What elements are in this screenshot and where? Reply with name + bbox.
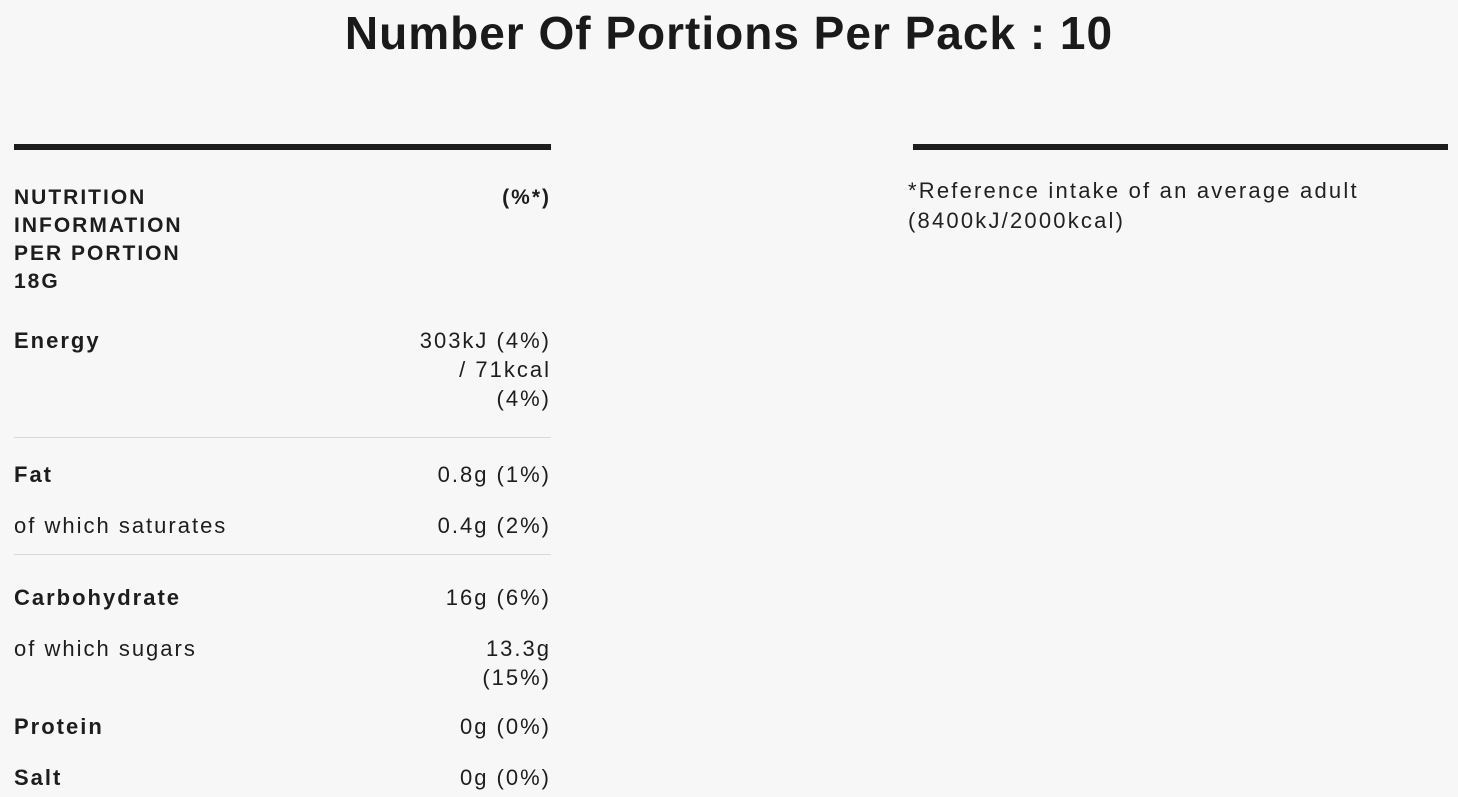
nutrition-table: NUTRITION INFORMATION PER PORTION 18G (%… xyxy=(14,144,551,792)
nutrition-table-header: NUTRITION INFORMATION PER PORTION 18G (%… xyxy=(14,184,551,296)
table-row-protein: Protein 0g (0%) xyxy=(14,712,551,741)
reference-note: *Reference intake of an average adult (8… xyxy=(908,178,1359,233)
table-row-salt: Salt 0g (0%) xyxy=(14,763,551,792)
row-value: 0.8g (1%) xyxy=(437,462,551,487)
table-row-sugars: of which sugars 13.3g (15%) xyxy=(14,634,551,692)
table-row-fat: Fat 0.8g (1%) xyxy=(14,460,551,489)
row-value: 13.3g (15%) xyxy=(482,636,551,690)
nutrition-header-label: NUTRITION INFORMATION PER PORTION 18G xyxy=(14,186,183,293)
page-title: Number Of Portions Per Pack : 10 xyxy=(344,7,1114,59)
table-top-rule xyxy=(14,144,551,150)
row-label: Salt xyxy=(14,765,63,790)
row-value: 0.4g (2%) xyxy=(437,513,551,538)
row-label: Protein xyxy=(14,714,104,739)
nutrition-header-percent: (%*) xyxy=(502,186,551,209)
table-row-saturates: of which saturates 0.4g (2%) xyxy=(14,511,551,540)
row-value: 0g (0%) xyxy=(459,765,551,790)
row-value: 303kJ (4%) / 71kcal (4%) xyxy=(419,328,551,411)
row-label: of which saturates xyxy=(14,513,228,538)
reference-intake-section: *Reference intake of an average adult (8… xyxy=(908,144,1448,236)
row-label: Carbohydrate xyxy=(14,585,182,610)
row-label: of which sugars xyxy=(14,636,197,661)
table-row-energy: Energy 303kJ (4%) / 71kcal (4%) xyxy=(14,326,551,413)
table-row-carbohydrate: Carbohydrate 16g (6%) xyxy=(14,583,551,612)
row-label: Energy xyxy=(14,328,101,353)
row-value: 0g (0%) xyxy=(459,714,551,739)
row-divider xyxy=(14,437,551,438)
row-divider xyxy=(14,554,551,555)
note-top-rule xyxy=(913,144,1448,150)
row-label: Fat xyxy=(14,462,53,487)
row-value: 16g (6%) xyxy=(445,585,551,610)
